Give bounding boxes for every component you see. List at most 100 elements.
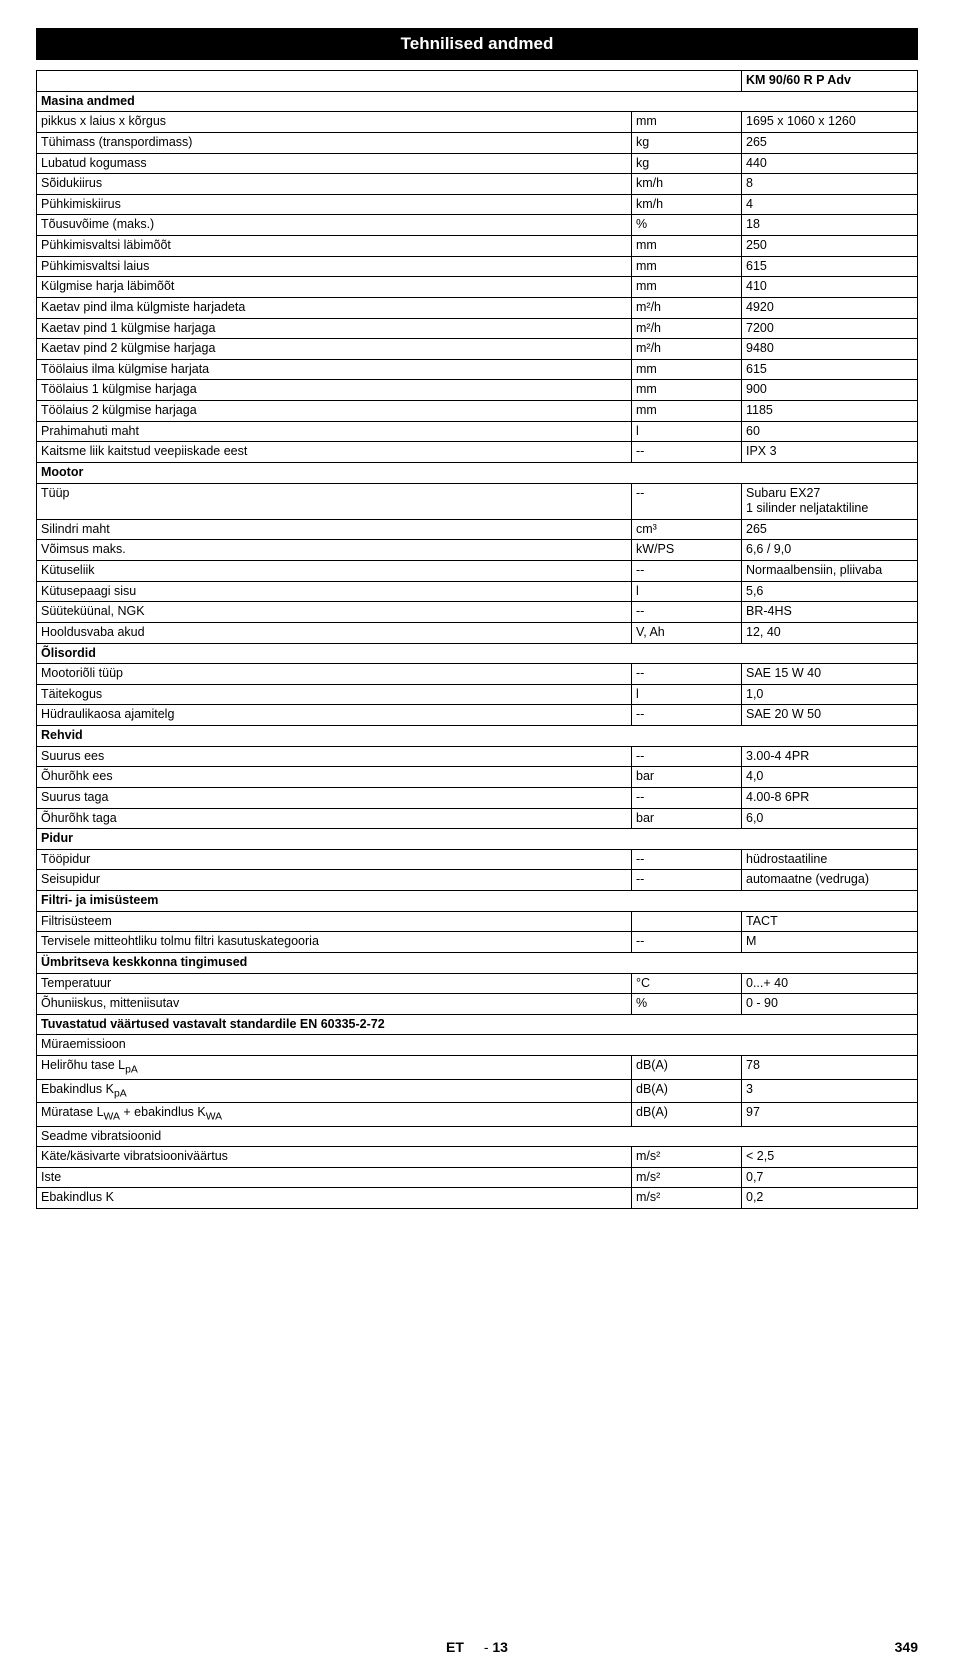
row-label: Käte/käsivarte vibratsiooniväärtus: [37, 1147, 632, 1168]
table-row: Süüteküünal, NGK--BR-4HS: [37, 602, 918, 623]
table-row: Seisupidur--automaatne (vedruga): [37, 870, 918, 891]
row-unit: dB(A): [632, 1103, 742, 1127]
row-unit: kW/PS: [632, 540, 742, 561]
table-row: Müraemissioon: [37, 1035, 918, 1056]
table-row: Kütuseliik--Normaalbensiin, pliivaba: [37, 561, 918, 582]
footer-total: 349: [895, 1639, 918, 1655]
table-row: Töölaius ilma külgmise harjatamm615: [37, 359, 918, 380]
row-value: IPX 3: [742, 442, 918, 463]
row-unit: mm: [632, 401, 742, 422]
row-value: 0,7: [742, 1167, 918, 1188]
table-row: Ebakindlus KpAdB(A)3: [37, 1079, 918, 1103]
row-unit: mm: [632, 380, 742, 401]
row-label: Prahimahuti maht: [37, 421, 632, 442]
row-value: 1695 x 1060 x 1260: [742, 112, 918, 133]
section-header: Ümbritseva keskkonna tingimused: [37, 952, 918, 973]
row-unit: l: [632, 684, 742, 705]
row-label: Iste: [37, 1167, 632, 1188]
row-label: Seisupidur: [37, 870, 632, 891]
table-row: Käte/käsivarte vibratsiooniväärtusm/s²< …: [37, 1147, 918, 1168]
section-header: Filtri- ja imisüsteem: [37, 891, 918, 912]
row-unit: mm: [632, 256, 742, 277]
row-value: 4: [742, 194, 918, 215]
row-unit: m²/h: [632, 297, 742, 318]
table-row: Tööpidur--hüdrostaatiline: [37, 849, 918, 870]
table-row: pikkus x laius x kõrgusmm1695 x 1060 x 1…: [37, 112, 918, 133]
table-row: Suurus ees--3.00-4 4PR: [37, 746, 918, 767]
row-unit: --: [632, 483, 742, 519]
row-value: 410: [742, 277, 918, 298]
row-unit: --: [632, 787, 742, 808]
row-unit: [632, 911, 742, 932]
table-row: Temperatuur°C0...+ 40: [37, 973, 918, 994]
table-row: Võimsus maks.kW/PS6,6 / 9,0: [37, 540, 918, 561]
row-label: Ebakindlus K: [37, 1188, 632, 1209]
row-unit: --: [632, 870, 742, 891]
row-label: Suurus ees: [37, 746, 632, 767]
section-header: Mootor: [37, 462, 918, 483]
row-value: 265: [742, 519, 918, 540]
table-row: Töölaius 1 külgmise harjagamm900: [37, 380, 918, 401]
row-label: Pühkimiskiirus: [37, 194, 632, 215]
table-row: Hüdraulikaosa ajamitelg--SAE 20 W 50: [37, 705, 918, 726]
row-unit: km/h: [632, 194, 742, 215]
row-label: Tervisele mitteohtliku tolmu filtri kasu…: [37, 932, 632, 953]
row-label: Töölaius ilma külgmise harjata: [37, 359, 632, 380]
row-value: 4.00-8 6PR: [742, 787, 918, 808]
section-header: Tuvastatud väärtused vastavalt standardi…: [37, 1014, 918, 1035]
row-unit: --: [632, 664, 742, 685]
row-label: Kaitsme liik kaitstud veepiiskade eest: [37, 442, 632, 463]
row-label: Hooldusvaba akud: [37, 622, 632, 643]
header-col-model: KM 90/60 R P Adv: [742, 71, 918, 92]
row-label: Tõusuvõime (maks.): [37, 215, 632, 236]
row-label: Suurus taga: [37, 787, 632, 808]
row-value: 0...+ 40: [742, 973, 918, 994]
row-label: Müraemissioon: [37, 1035, 918, 1056]
row-label: Töölaius 1 külgmise harjaga: [37, 380, 632, 401]
row-value: 440: [742, 153, 918, 174]
table-row: Õhuniiskus, mitteniisutav%0 - 90: [37, 994, 918, 1015]
table-row: Sõidukiiruskm/h8: [37, 174, 918, 195]
row-label: Kaetav pind 1 külgmise harjaga: [37, 318, 632, 339]
section-header: Õlisordid: [37, 643, 918, 664]
table-row: Õhurõhk tagabar6,0: [37, 808, 918, 829]
row-unit: m²/h: [632, 318, 742, 339]
row-value: M: [742, 932, 918, 953]
row-label: Helirõhu tase LpA: [37, 1056, 632, 1080]
row-unit: l: [632, 421, 742, 442]
row-label: Võimsus maks.: [37, 540, 632, 561]
table-row: Kaetav pind 1 külgmise harjagam²/h7200: [37, 318, 918, 339]
table-row: Pühkimiskiiruskm/h4: [37, 194, 918, 215]
row-value: 4920: [742, 297, 918, 318]
row-label: Silindri maht: [37, 519, 632, 540]
row-unit: m/s²: [632, 1188, 742, 1209]
row-value: 615: [742, 359, 918, 380]
row-label: Külgmise harja läbimõõt: [37, 277, 632, 298]
table-row: Seadme vibratsioonid: [37, 1126, 918, 1147]
row-unit: m/s²: [632, 1167, 742, 1188]
table-row: Mootoriõli tüüp--SAE 15 W 40: [37, 664, 918, 685]
row-value: 250: [742, 236, 918, 257]
row-value: 18: [742, 215, 918, 236]
row-unit: bar: [632, 808, 742, 829]
row-label: Tühimass (transpordimass): [37, 132, 632, 153]
row-label: Mootoriõli tüüp: [37, 664, 632, 685]
row-value: 3: [742, 1079, 918, 1103]
row-value: 9480: [742, 339, 918, 360]
footer-lang: ET: [446, 1639, 464, 1655]
row-unit: m/s²: [632, 1147, 742, 1168]
row-unit: kg: [632, 153, 742, 174]
row-label: Seadme vibratsioonid: [37, 1126, 918, 1147]
table-row: Prahimahuti mahtl60: [37, 421, 918, 442]
row-value: 78: [742, 1056, 918, 1080]
table-row: Pühkimisvaltsi läbimõõtmm250: [37, 236, 918, 257]
row-unit: --: [632, 561, 742, 582]
row-unit: --: [632, 705, 742, 726]
row-unit: m²/h: [632, 339, 742, 360]
row-label: Tüüp: [37, 483, 632, 519]
row-label: Õhurõhk taga: [37, 808, 632, 829]
row-label: Temperatuur: [37, 973, 632, 994]
row-unit: --: [632, 746, 742, 767]
page-title: Tehnilised andmed: [36, 28, 918, 60]
row-label: pikkus x laius x kõrgus: [37, 112, 632, 133]
